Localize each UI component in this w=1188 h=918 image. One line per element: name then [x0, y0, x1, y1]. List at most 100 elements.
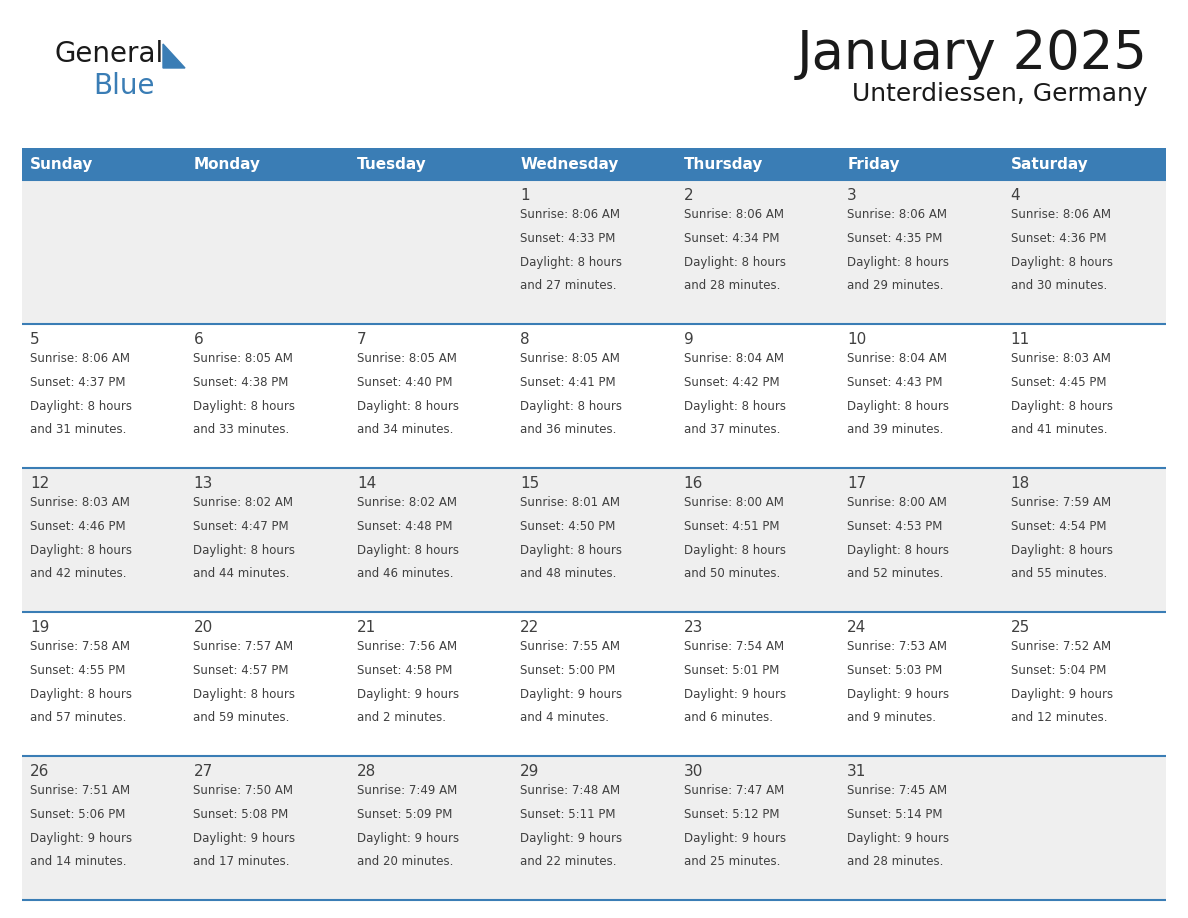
Text: Daylight: 8 hours: Daylight: 8 hours — [1011, 543, 1113, 556]
Polygon shape — [163, 44, 185, 68]
Text: and 59 minutes.: and 59 minutes. — [194, 711, 290, 724]
Text: Sunrise: 8:06 AM: Sunrise: 8:06 AM — [30, 352, 129, 365]
Text: and 46 minutes.: and 46 minutes. — [356, 567, 454, 580]
Text: Sunrise: 8:06 AM: Sunrise: 8:06 AM — [1011, 208, 1111, 221]
Text: Sunset: 4:34 PM: Sunset: 4:34 PM — [684, 231, 779, 245]
Text: 12: 12 — [30, 476, 49, 491]
Text: Daylight: 8 hours: Daylight: 8 hours — [194, 399, 296, 412]
Text: Sunrise: 7:45 AM: Sunrise: 7:45 AM — [847, 784, 947, 797]
Text: 21: 21 — [356, 620, 377, 635]
Text: and 55 minutes.: and 55 minutes. — [1011, 567, 1107, 580]
Text: and 44 minutes.: and 44 minutes. — [194, 567, 290, 580]
Text: 17: 17 — [847, 476, 866, 491]
Text: Sunset: 4:55 PM: Sunset: 4:55 PM — [30, 664, 126, 677]
Text: 11: 11 — [1011, 332, 1030, 347]
Text: and 12 minutes.: and 12 minutes. — [1011, 711, 1107, 724]
Text: January 2025: January 2025 — [797, 28, 1148, 80]
Text: Daylight: 9 hours: Daylight: 9 hours — [520, 832, 623, 845]
Text: Sunrise: 7:59 AM: Sunrise: 7:59 AM — [1011, 496, 1111, 509]
Text: Sunrise: 8:02 AM: Sunrise: 8:02 AM — [356, 496, 457, 509]
Text: Sunset: 5:12 PM: Sunset: 5:12 PM — [684, 808, 779, 821]
Text: and 33 minutes.: and 33 minutes. — [194, 423, 290, 436]
Text: Sunrise: 8:04 AM: Sunrise: 8:04 AM — [847, 352, 947, 365]
Text: 19: 19 — [30, 620, 50, 635]
Bar — [23, 756, 1165, 900]
Text: and 57 minutes.: and 57 minutes. — [30, 711, 126, 724]
Text: Sunrise: 7:47 AM: Sunrise: 7:47 AM — [684, 784, 784, 797]
Text: Sunset: 4:57 PM: Sunset: 4:57 PM — [194, 664, 289, 677]
Text: and 30 minutes.: and 30 minutes. — [1011, 279, 1107, 292]
Text: Daylight: 9 hours: Daylight: 9 hours — [356, 832, 459, 845]
Text: 20: 20 — [194, 620, 213, 635]
Text: Sunrise: 8:05 AM: Sunrise: 8:05 AM — [194, 352, 293, 365]
Text: and 29 minutes.: and 29 minutes. — [847, 279, 943, 292]
Text: and 50 minutes.: and 50 minutes. — [684, 567, 781, 580]
Text: Wednesday: Wednesday — [520, 156, 619, 172]
Text: Sunset: 4:42 PM: Sunset: 4:42 PM — [684, 375, 779, 388]
Text: Sunrise: 7:54 AM: Sunrise: 7:54 AM — [684, 640, 784, 653]
Text: 13: 13 — [194, 476, 213, 491]
Text: Sunset: 4:37 PM: Sunset: 4:37 PM — [30, 375, 126, 388]
Text: Sunset: 4:36 PM: Sunset: 4:36 PM — [1011, 231, 1106, 245]
Text: and 34 minutes.: and 34 minutes. — [356, 423, 454, 436]
Text: 25: 25 — [1011, 620, 1030, 635]
Text: Sunrise: 8:00 AM: Sunrise: 8:00 AM — [847, 496, 947, 509]
Text: Daylight: 9 hours: Daylight: 9 hours — [847, 688, 949, 700]
Bar — [23, 324, 1165, 468]
Text: and 28 minutes.: and 28 minutes. — [847, 856, 943, 868]
Text: Sunrise: 8:00 AM: Sunrise: 8:00 AM — [684, 496, 784, 509]
Text: Sunrise: 7:52 AM: Sunrise: 7:52 AM — [1011, 640, 1111, 653]
Text: 4: 4 — [1011, 188, 1020, 203]
Text: and 4 minutes.: and 4 minutes. — [520, 711, 609, 724]
Text: Sunset: 5:03 PM: Sunset: 5:03 PM — [847, 664, 942, 677]
Text: Sunrise: 7:53 AM: Sunrise: 7:53 AM — [847, 640, 947, 653]
Text: Monday: Monday — [194, 156, 260, 172]
Text: Sunrise: 8:02 AM: Sunrise: 8:02 AM — [194, 496, 293, 509]
Text: Daylight: 8 hours: Daylight: 8 hours — [847, 543, 949, 556]
Text: Sunrise: 7:58 AM: Sunrise: 7:58 AM — [30, 640, 129, 653]
Text: 5: 5 — [30, 332, 39, 347]
Text: Daylight: 8 hours: Daylight: 8 hours — [194, 543, 296, 556]
Text: Sunrise: 8:05 AM: Sunrise: 8:05 AM — [520, 352, 620, 365]
Text: Sunrise: 8:04 AM: Sunrise: 8:04 AM — [684, 352, 784, 365]
Text: Sunset: 4:47 PM: Sunset: 4:47 PM — [194, 520, 289, 532]
Text: and 39 minutes.: and 39 minutes. — [847, 423, 943, 436]
Text: Daylight: 9 hours: Daylight: 9 hours — [847, 832, 949, 845]
Text: and 41 minutes.: and 41 minutes. — [1011, 423, 1107, 436]
Text: Daylight: 9 hours: Daylight: 9 hours — [1011, 688, 1113, 700]
Text: Sunrise: 8:01 AM: Sunrise: 8:01 AM — [520, 496, 620, 509]
Text: Sunset: 5:11 PM: Sunset: 5:11 PM — [520, 808, 615, 821]
Text: Daylight: 8 hours: Daylight: 8 hours — [356, 543, 459, 556]
Text: and 52 minutes.: and 52 minutes. — [847, 567, 943, 580]
Text: Sunset: 5:00 PM: Sunset: 5:00 PM — [520, 664, 615, 677]
Text: Daylight: 9 hours: Daylight: 9 hours — [684, 832, 785, 845]
Text: 26: 26 — [30, 764, 50, 779]
Text: Sunset: 4:41 PM: Sunset: 4:41 PM — [520, 375, 615, 388]
Text: Sunset: 5:09 PM: Sunset: 5:09 PM — [356, 808, 453, 821]
Text: Friday: Friday — [847, 156, 899, 172]
Text: Sunset: 5:08 PM: Sunset: 5:08 PM — [194, 808, 289, 821]
Text: Sunrise: 7:50 AM: Sunrise: 7:50 AM — [194, 784, 293, 797]
Text: and 36 minutes.: and 36 minutes. — [520, 423, 617, 436]
Text: Sunset: 5:04 PM: Sunset: 5:04 PM — [1011, 664, 1106, 677]
Bar — [23, 180, 1165, 324]
Text: Daylight: 9 hours: Daylight: 9 hours — [520, 688, 623, 700]
Text: Blue: Blue — [93, 72, 154, 100]
Text: and 2 minutes.: and 2 minutes. — [356, 711, 446, 724]
Text: Sunset: 4:40 PM: Sunset: 4:40 PM — [356, 375, 453, 388]
Text: and 17 minutes.: and 17 minutes. — [194, 856, 290, 868]
Text: 9: 9 — [684, 332, 694, 347]
Text: and 22 minutes.: and 22 minutes. — [520, 856, 617, 868]
Text: Sunrise: 7:48 AM: Sunrise: 7:48 AM — [520, 784, 620, 797]
Bar — [23, 468, 1165, 612]
Text: Sunset: 4:45 PM: Sunset: 4:45 PM — [1011, 375, 1106, 388]
Text: and 20 minutes.: and 20 minutes. — [356, 856, 454, 868]
Text: and 37 minutes.: and 37 minutes. — [684, 423, 781, 436]
Text: Daylight: 8 hours: Daylight: 8 hours — [1011, 399, 1113, 412]
Text: and 25 minutes.: and 25 minutes. — [684, 856, 781, 868]
Text: 23: 23 — [684, 620, 703, 635]
Text: Sunset: 5:01 PM: Sunset: 5:01 PM — [684, 664, 779, 677]
Text: Daylight: 9 hours: Daylight: 9 hours — [194, 832, 296, 845]
Bar — [23, 148, 1165, 180]
Text: Sunrise: 7:51 AM: Sunrise: 7:51 AM — [30, 784, 131, 797]
